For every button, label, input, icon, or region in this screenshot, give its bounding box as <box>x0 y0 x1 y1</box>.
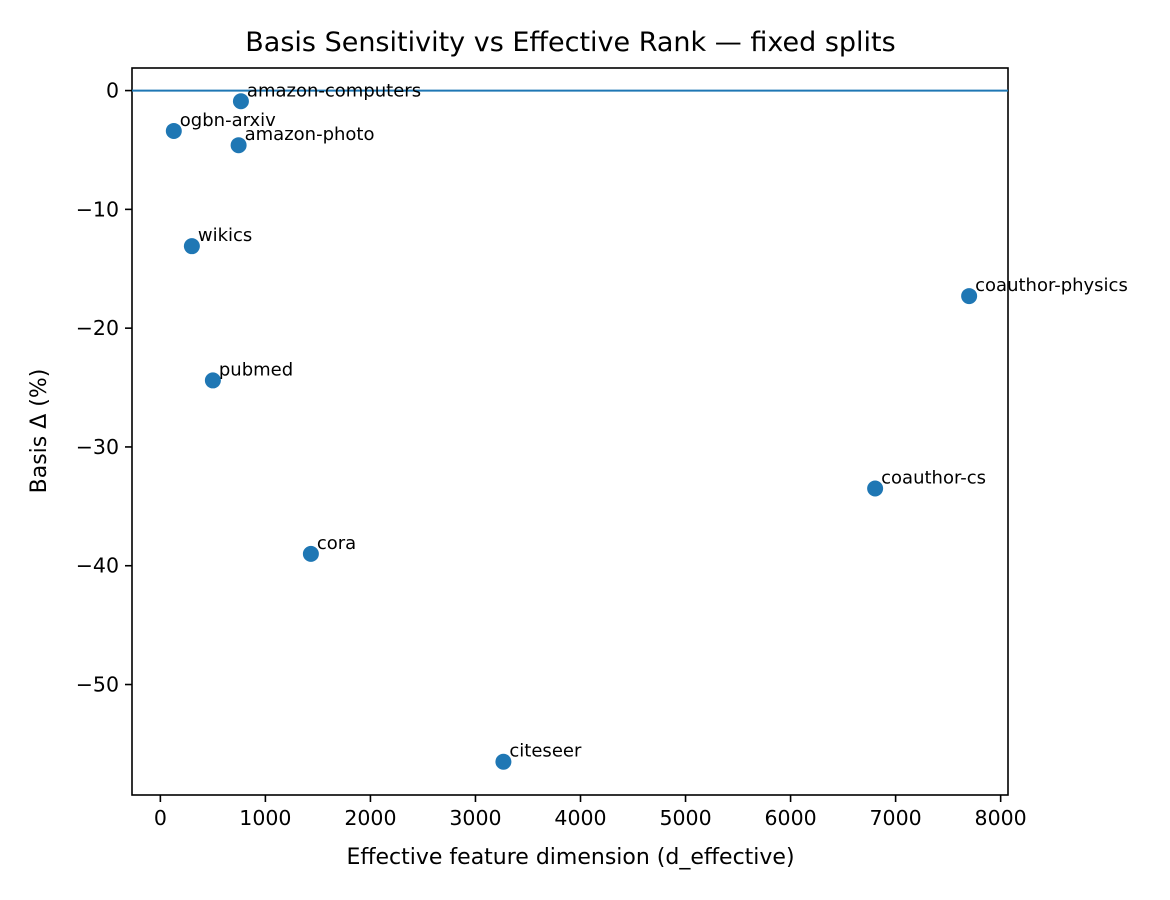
x-tick-label: 0 <box>154 806 167 830</box>
point-label: cora <box>317 533 356 554</box>
data-point <box>302 545 319 562</box>
x-tick-label: 7000 <box>870 806 922 830</box>
chart-title: Basis Sensitivity vs Effective Rank — fi… <box>245 27 895 58</box>
point-label: pubmed <box>219 359 293 380</box>
x-axis: 0 1000 2000 3000 4000 5000 6000 7000 8000 <box>154 795 1027 830</box>
y-tick-label: −20 <box>76 316 119 340</box>
x-tick-label: 3000 <box>449 806 501 830</box>
plot-frame <box>131 67 1009 796</box>
point-label: ogbn-arxiv <box>180 110 276 131</box>
data-point <box>165 122 182 139</box>
point-label: coauthor-physics <box>975 275 1128 296</box>
x-tick-label: 6000 <box>764 806 816 830</box>
y-tick-label: −50 <box>76 673 119 697</box>
data-point <box>230 137 247 154</box>
plot-area <box>131 67 1009 796</box>
data-point <box>867 480 884 497</box>
point-label: wikics <box>198 225 252 246</box>
y-tick-label: −40 <box>76 554 119 578</box>
y-tick-label: −10 <box>76 197 119 221</box>
x-tick-label: 8000 <box>975 806 1027 830</box>
x-axis-label: Effective feature dimension (d_effective… <box>346 845 794 870</box>
point-label: amazon-photo <box>245 124 375 145</box>
data-point <box>961 288 978 305</box>
y-axis-label: Basis Δ (%) <box>27 369 52 494</box>
x-tick-label: 4000 <box>554 806 606 830</box>
point-label: coauthor-cs <box>881 468 986 489</box>
data-point <box>495 753 512 770</box>
x-tick-label: 5000 <box>659 806 711 830</box>
data-point <box>204 372 221 389</box>
data-point <box>183 238 200 255</box>
y-axis: 0 −10 −20 −30 −40 −50 <box>76 79 132 697</box>
x-tick-label: 1000 <box>239 806 291 830</box>
data-point <box>232 93 249 110</box>
y-tick-label: −30 <box>76 435 119 459</box>
y-tick-label: 0 <box>106 79 119 103</box>
point-label: amazon-computers <box>247 80 421 101</box>
x-tick-label: 2000 <box>344 806 396 830</box>
point-label: citeseer <box>509 741 582 762</box>
